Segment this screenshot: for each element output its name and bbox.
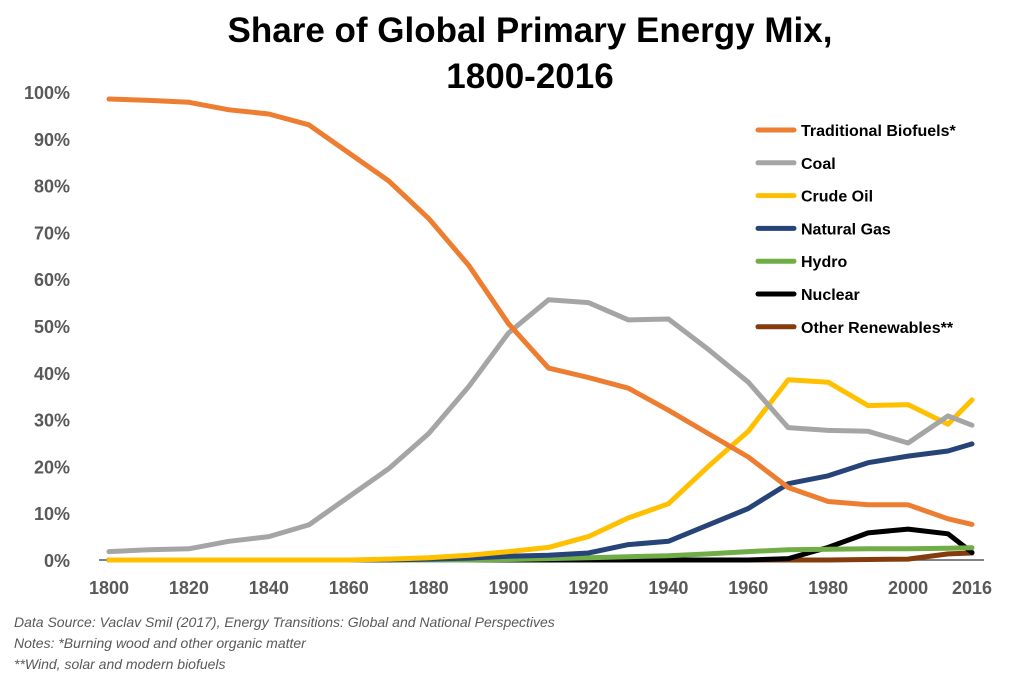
y-tick-label: 50% (34, 317, 70, 337)
y-tick-label: 20% (34, 457, 70, 477)
y-tick-label: 70% (34, 223, 70, 243)
legend-label: Natural Gas (801, 221, 891, 238)
y-axis-labels: 0% 10% 20% 30% 40% 50% 60% 70% 80% 90% 100% (24, 83, 70, 571)
y-tick-label: 10% (34, 504, 70, 524)
legend: Traditional Biofuels* Coal Crude Oil Natura… (755, 123, 956, 337)
data-source-note: Data Source: Vaclav Smil (2017), Energy … (14, 614, 555, 630)
chart-title-line1: Share of Global Primary Energy Mix, (227, 11, 833, 50)
footnotes: Data Source: Vaclav Smil (2017), Energy … (14, 612, 555, 675)
x-tick-label: 2000 (888, 578, 928, 598)
legend-label: Other Renewables** (801, 320, 954, 337)
x-tick-label: 1900 (489, 578, 529, 598)
legend-label: Nuclear (801, 287, 860, 304)
y-tick-label: 90% (34, 130, 70, 150)
x-tick-label: 1860 (329, 578, 369, 598)
x-tick-label: 2016 (952, 578, 992, 598)
renewables-note: **Wind, solar and modern biofuels (14, 656, 226, 672)
biofuels-note: Notes: *Burning wood and other organic m… (14, 635, 306, 651)
series-lines (106, 96, 975, 563)
series-line-crude-oil (106, 377, 975, 563)
series-line-coal (106, 297, 975, 555)
x-tick-label: 1980 (808, 578, 848, 598)
legend-label: Coal (801, 156, 836, 173)
y-tick-label: 60% (34, 270, 70, 290)
chart-title: Share of Global Primary Energy Mix, 1800… (0, 8, 1024, 100)
y-tick-label: 80% (34, 177, 70, 197)
legend-label: Traditional Biofuels* (801, 123, 956, 140)
y-tick-label: 40% (34, 364, 70, 384)
x-tick-label: 1920 (568, 578, 608, 598)
chart-title-line2: 1800-2016 (446, 57, 614, 96)
x-tick-label: 1820 (169, 578, 209, 598)
y-tick-label: 100% (24, 83, 70, 103)
x-tick-label: 1960 (728, 578, 768, 598)
series-line-traditional-biofuels (106, 96, 975, 527)
y-tick-label: 0% (44, 551, 70, 571)
legend-label: Crude Oil (801, 189, 873, 206)
x-axis-labels: 1800 1820 1840 1860 1880 1900 1920 1940 1960 1980… (89, 578, 992, 598)
y-tick-label: 30% (34, 411, 70, 431)
x-tick-label: 1880 (409, 578, 449, 598)
x-tick-label: 1840 (249, 578, 289, 598)
x-tick-label: 1940 (648, 578, 688, 598)
legend-label: Hydro (801, 254, 847, 271)
x-tick-label: 1800 (89, 578, 129, 598)
